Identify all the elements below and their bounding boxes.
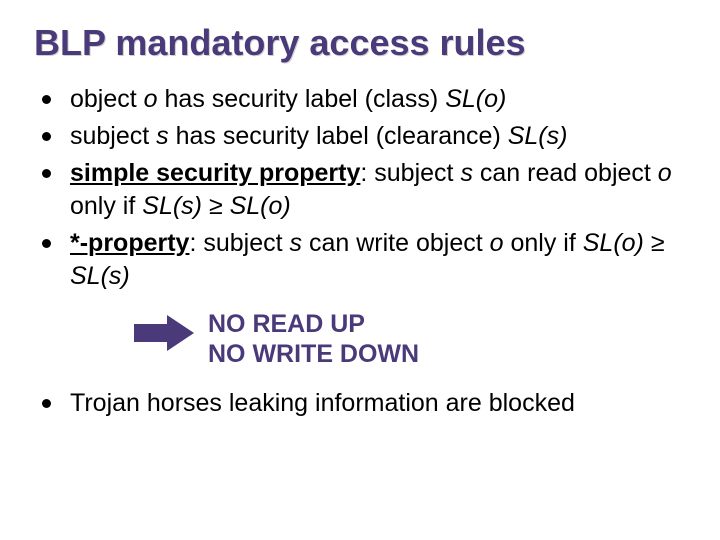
bullet-text: subject xyxy=(70,122,156,150)
bullet-text: : subject xyxy=(189,229,289,257)
bullet-list-2: Trojan horses leaking information are bl… xyxy=(34,387,686,420)
bullet-text: s xyxy=(290,229,303,257)
slide-title: BLP mandatory access rules xyxy=(34,22,686,63)
bullet-item: subject s has security label (clearance)… xyxy=(38,120,686,153)
statement-line1: NO READ UP xyxy=(208,310,365,338)
bullet-text: o xyxy=(658,159,672,187)
bullet-list-1: object o has security label (class) SL(o… xyxy=(34,83,686,293)
bullet-text: only if xyxy=(504,229,583,257)
bullet-text: simple security property xyxy=(70,159,360,187)
bullet-text: s xyxy=(156,122,169,150)
bullet-text: only if xyxy=(70,192,142,220)
bullet-item: Trojan horses leaking information are bl… xyxy=(38,387,686,420)
arrow-icon xyxy=(134,315,194,351)
bullet-text: has security label (class) xyxy=(158,85,446,113)
bullet-text: SL(s) ≥ SL(o) xyxy=(142,192,290,220)
bullet-item: *-property: subject s can write object o… xyxy=(38,227,686,293)
bullet-text: o xyxy=(144,85,158,113)
bullet-text: o xyxy=(490,229,504,257)
bullet-text: s xyxy=(460,159,473,187)
bullet-text: Trojan horses leaking information are bl… xyxy=(70,389,575,417)
bullet-text: can read object xyxy=(473,159,658,187)
bullet-text: : subject xyxy=(360,159,460,187)
bullet-text: object xyxy=(70,85,144,113)
bullet-item: object o has security label (class) SL(o… xyxy=(38,83,686,116)
statement-row: NO READ UP NO WRITE DOWN xyxy=(134,309,686,369)
bullet-text: SL(o) xyxy=(445,85,506,113)
bullet-item: simple security property: subject s can … xyxy=(38,157,686,223)
statement-text: NO READ UP NO WRITE DOWN xyxy=(208,309,419,369)
bullet-text: can write object xyxy=(302,229,490,257)
slide: BLP mandatory access rules object o has … xyxy=(0,0,720,540)
statement-line2: NO WRITE DOWN xyxy=(208,340,419,368)
bullet-text: SL(s) xyxy=(508,122,568,150)
bullet-text: has security label (clearance) xyxy=(169,122,508,150)
bullet-text: *-property xyxy=(70,229,189,257)
